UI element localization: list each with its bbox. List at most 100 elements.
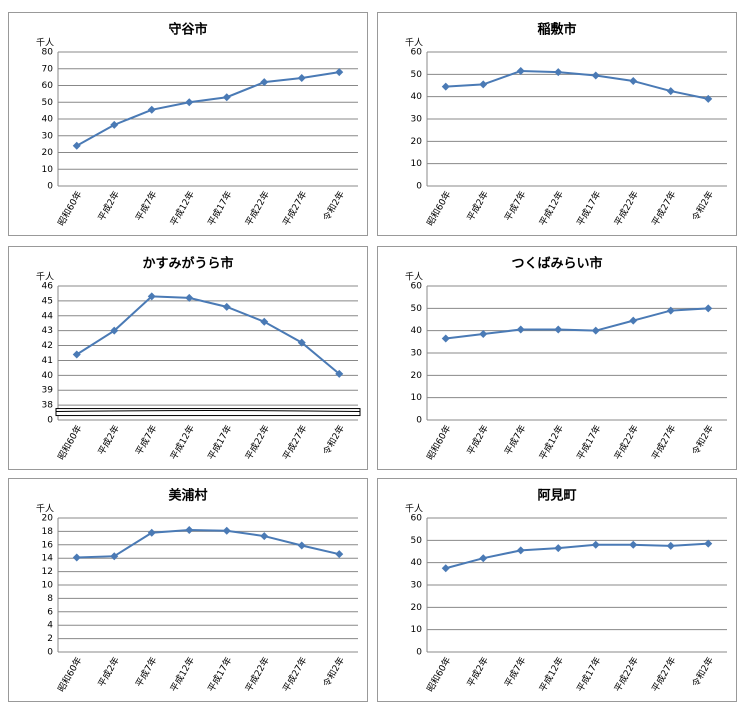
y-tick-label: 20 [411, 371, 423, 381]
data-marker [479, 554, 488, 563]
data-marker [147, 105, 156, 114]
data-marker [297, 338, 306, 347]
y-axis-unit: 千人 [405, 504, 423, 515]
y-tick-label: 4 [47, 621, 53, 631]
chart-title: つくばみらい市 [511, 256, 602, 272]
data-marker [666, 541, 675, 550]
y-tick-label: 30 [411, 115, 423, 125]
y-tick-label: 38 [42, 401, 54, 411]
data-marker [335, 369, 344, 378]
data-marker [554, 325, 563, 334]
y-axis-unit: 千人 [36, 38, 54, 49]
y-tick-label: 40 [411, 326, 423, 336]
y-axis-unit: 千人 [36, 272, 54, 283]
y-tick-label: 8 [47, 594, 53, 604]
data-marker [666, 87, 675, 96]
data-marker [629, 540, 638, 549]
data-marker [72, 350, 81, 359]
y-tick-label: 45 [42, 296, 53, 306]
y-tick-label: 10 [42, 581, 54, 591]
data-marker [479, 80, 488, 89]
data-marker [479, 330, 488, 339]
y-tick-label: 46 [42, 282, 54, 292]
y-tick-label: 0 [47, 648, 53, 658]
y-tick-label: 70 [42, 64, 54, 74]
y-tick-label: 16 [42, 540, 54, 550]
data-marker [185, 526, 194, 535]
data-marker [629, 77, 638, 86]
y-tick-label: 60 [411, 514, 423, 524]
data-marker [72, 553, 81, 562]
y-tick-label: 60 [42, 81, 54, 91]
data-marker [516, 66, 525, 75]
data-line [76, 529, 340, 559]
y-tick-label: 44 [42, 311, 54, 321]
y-tick-label: 43 [42, 326, 53, 336]
data-marker [147, 292, 156, 301]
y-axis-unit: 千人 [405, 272, 423, 283]
data-marker [591, 540, 600, 549]
data-line [76, 71, 340, 147]
data-marker [110, 326, 119, 335]
data-marker [554, 68, 563, 77]
y-tick-label: 50 [42, 98, 54, 108]
data-marker [222, 526, 231, 535]
panel-frame [8, 246, 368, 470]
y-tick-label: 14 [42, 554, 54, 564]
axis-break [55, 408, 361, 417]
data-marker [516, 546, 525, 555]
data-marker [335, 550, 344, 559]
y-tick-label: 0 [47, 416, 53, 426]
data-marker [441, 334, 450, 343]
y-tick-label: 10 [42, 165, 54, 175]
chart-title: 美浦村 [168, 488, 207, 504]
y-tick-label: 40 [42, 115, 54, 125]
data-marker [185, 293, 194, 302]
data-marker [441, 564, 450, 573]
chart-title: かすみがうら市 [142, 256, 233, 272]
data-marker [110, 120, 119, 129]
panel-frame [377, 12, 737, 236]
y-tick-label: 50 [411, 304, 423, 314]
y-tick-label: 40 [411, 92, 423, 102]
data-marker [591, 326, 600, 335]
panel-frame [8, 478, 368, 702]
y-tick-label: 60 [411, 282, 423, 292]
y-tick-label: 20 [411, 603, 423, 613]
chart-title: 稲敷市 [537, 22, 576, 38]
y-axis-unit: 千人 [36, 504, 54, 515]
data-marker [554, 544, 563, 553]
y-tick-label: 30 [42, 131, 54, 141]
data-marker [629, 316, 638, 325]
data-marker [335, 68, 344, 77]
y-tick-label: 20 [411, 137, 423, 147]
y-tick-label: 60 [411, 48, 423, 58]
data-marker [666, 306, 675, 315]
axis-break-wave [55, 410, 361, 413]
chart-title: 阿見町 [537, 489, 576, 504]
panel-frame [8, 12, 368, 236]
y-tick-label: 10 [411, 159, 423, 169]
data-marker [297, 541, 306, 550]
data-marker [704, 94, 713, 103]
data-marker [110, 552, 119, 561]
y-tick-label: 0 [47, 182, 53, 192]
y-tick-label: 30 [411, 349, 423, 359]
y-axis-unit: 千人 [405, 38, 423, 49]
y-tick-label: 20 [42, 148, 54, 158]
y-tick-label: 39 [42, 386, 54, 396]
y-tick-label: 20 [42, 514, 54, 524]
data-marker [704, 304, 713, 313]
y-tick-label: 30 [411, 581, 423, 591]
data-marker [147, 528, 156, 537]
y-tick-label: 40 [42, 371, 54, 381]
data-line [445, 307, 709, 340]
data-marker [260, 532, 269, 541]
